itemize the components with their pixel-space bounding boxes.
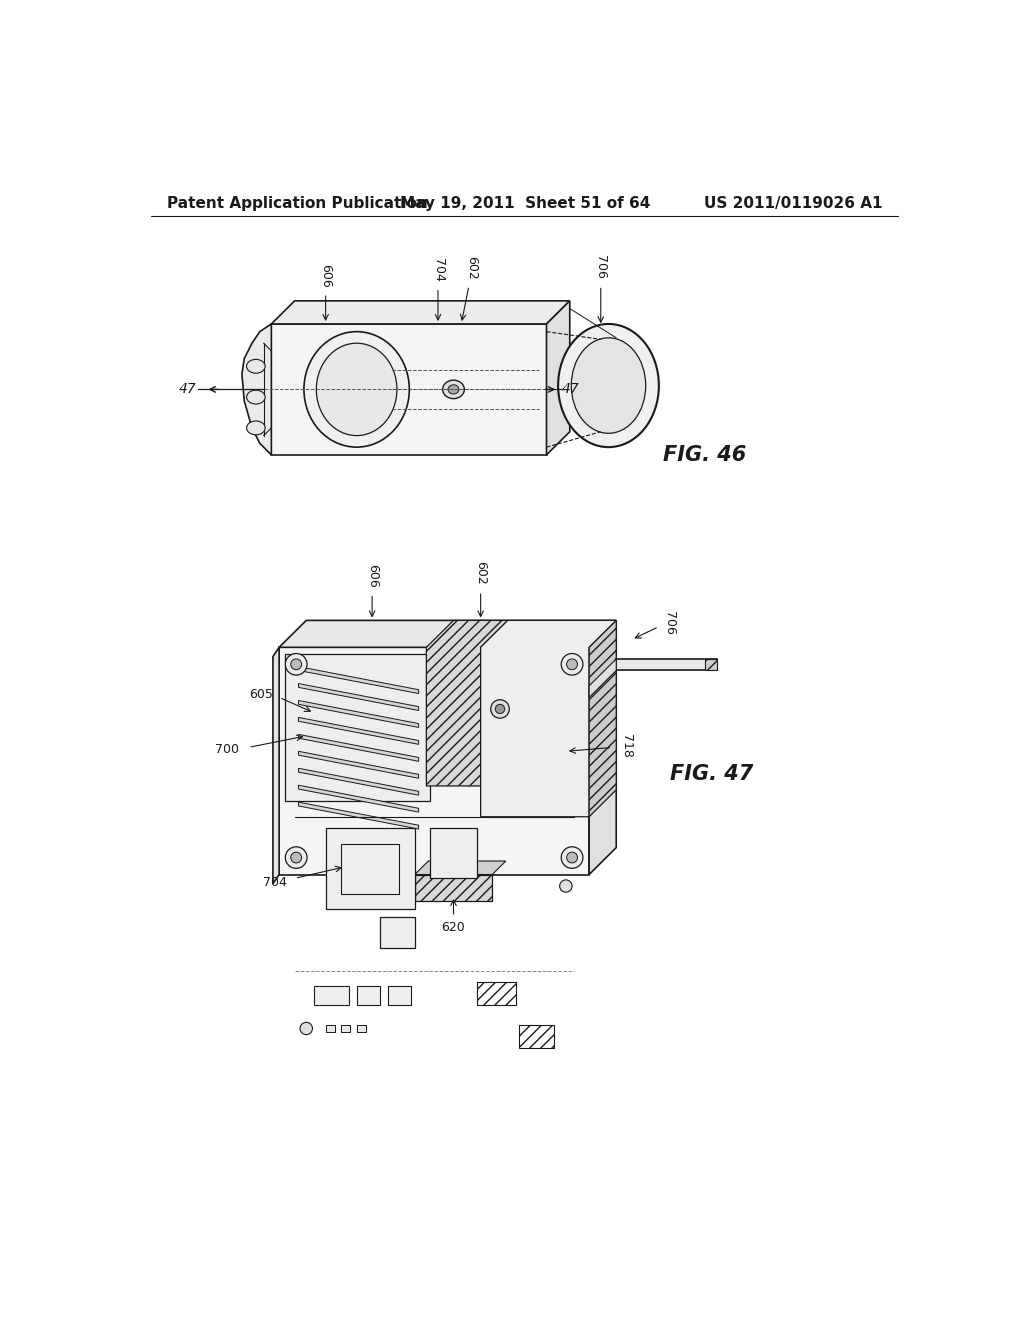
Ellipse shape bbox=[300, 1022, 312, 1035]
Text: 718: 718 bbox=[621, 734, 633, 758]
Polygon shape bbox=[430, 829, 477, 878]
Ellipse shape bbox=[571, 338, 646, 433]
Polygon shape bbox=[547, 301, 569, 455]
Ellipse shape bbox=[560, 880, 572, 892]
Ellipse shape bbox=[558, 323, 658, 447]
Ellipse shape bbox=[561, 653, 583, 675]
Text: 47: 47 bbox=[178, 383, 197, 396]
Text: 700: 700 bbox=[215, 743, 239, 756]
Polygon shape bbox=[299, 803, 419, 829]
Polygon shape bbox=[356, 1024, 366, 1032]
Text: 47: 47 bbox=[562, 383, 580, 396]
Polygon shape bbox=[706, 659, 717, 671]
Polygon shape bbox=[480, 620, 616, 817]
Polygon shape bbox=[314, 986, 349, 1006]
Text: 706: 706 bbox=[594, 255, 607, 280]
Text: 605: 605 bbox=[249, 688, 273, 701]
Text: 704: 704 bbox=[431, 257, 444, 281]
Polygon shape bbox=[286, 653, 430, 801]
Ellipse shape bbox=[496, 705, 505, 714]
Ellipse shape bbox=[566, 853, 578, 863]
Text: FIG. 46: FIG. 46 bbox=[663, 445, 746, 465]
Ellipse shape bbox=[247, 359, 265, 374]
Text: US 2011/0119026 A1: US 2011/0119026 A1 bbox=[705, 195, 883, 211]
Text: 602: 602 bbox=[474, 561, 487, 585]
Ellipse shape bbox=[449, 385, 459, 395]
Ellipse shape bbox=[304, 331, 410, 447]
Text: May 19, 2011  Sheet 51 of 64: May 19, 2011 Sheet 51 of 64 bbox=[399, 195, 650, 211]
Ellipse shape bbox=[561, 847, 583, 869]
Text: 602: 602 bbox=[465, 256, 478, 280]
Polygon shape bbox=[589, 659, 616, 697]
Ellipse shape bbox=[291, 659, 302, 669]
Text: 606: 606 bbox=[366, 564, 379, 587]
Text: 620: 620 bbox=[441, 921, 465, 933]
Ellipse shape bbox=[490, 700, 509, 718]
Polygon shape bbox=[616, 659, 717, 671]
Polygon shape bbox=[299, 718, 419, 744]
Ellipse shape bbox=[316, 343, 397, 436]
Polygon shape bbox=[273, 647, 280, 884]
Polygon shape bbox=[341, 1024, 350, 1032]
Ellipse shape bbox=[286, 653, 307, 675]
Polygon shape bbox=[299, 684, 419, 710]
Polygon shape bbox=[242, 323, 271, 455]
Polygon shape bbox=[280, 647, 589, 874]
Polygon shape bbox=[380, 917, 415, 948]
Ellipse shape bbox=[291, 853, 302, 863]
Ellipse shape bbox=[566, 659, 578, 669]
Polygon shape bbox=[426, 620, 508, 785]
Polygon shape bbox=[415, 874, 493, 902]
Text: Patent Application Publication: Patent Application Publication bbox=[167, 195, 427, 211]
Text: 606: 606 bbox=[319, 264, 332, 288]
Polygon shape bbox=[271, 301, 569, 323]
Ellipse shape bbox=[247, 421, 265, 434]
Polygon shape bbox=[299, 785, 419, 812]
Polygon shape bbox=[388, 986, 411, 1006]
Polygon shape bbox=[299, 667, 419, 693]
Polygon shape bbox=[356, 986, 380, 1006]
Polygon shape bbox=[589, 620, 616, 874]
Polygon shape bbox=[299, 768, 419, 795]
Ellipse shape bbox=[442, 380, 464, 399]
Polygon shape bbox=[280, 620, 616, 647]
Polygon shape bbox=[299, 734, 419, 762]
Polygon shape bbox=[326, 829, 415, 909]
Text: FIG. 47: FIG. 47 bbox=[671, 764, 754, 784]
Ellipse shape bbox=[286, 847, 307, 869]
Polygon shape bbox=[271, 323, 547, 455]
Polygon shape bbox=[299, 701, 419, 727]
Ellipse shape bbox=[247, 391, 265, 404]
Text: 704: 704 bbox=[263, 875, 287, 888]
Polygon shape bbox=[415, 861, 506, 874]
Polygon shape bbox=[326, 1024, 335, 1032]
Polygon shape bbox=[589, 620, 616, 817]
Text: 706: 706 bbox=[663, 611, 676, 635]
Polygon shape bbox=[299, 751, 419, 779]
